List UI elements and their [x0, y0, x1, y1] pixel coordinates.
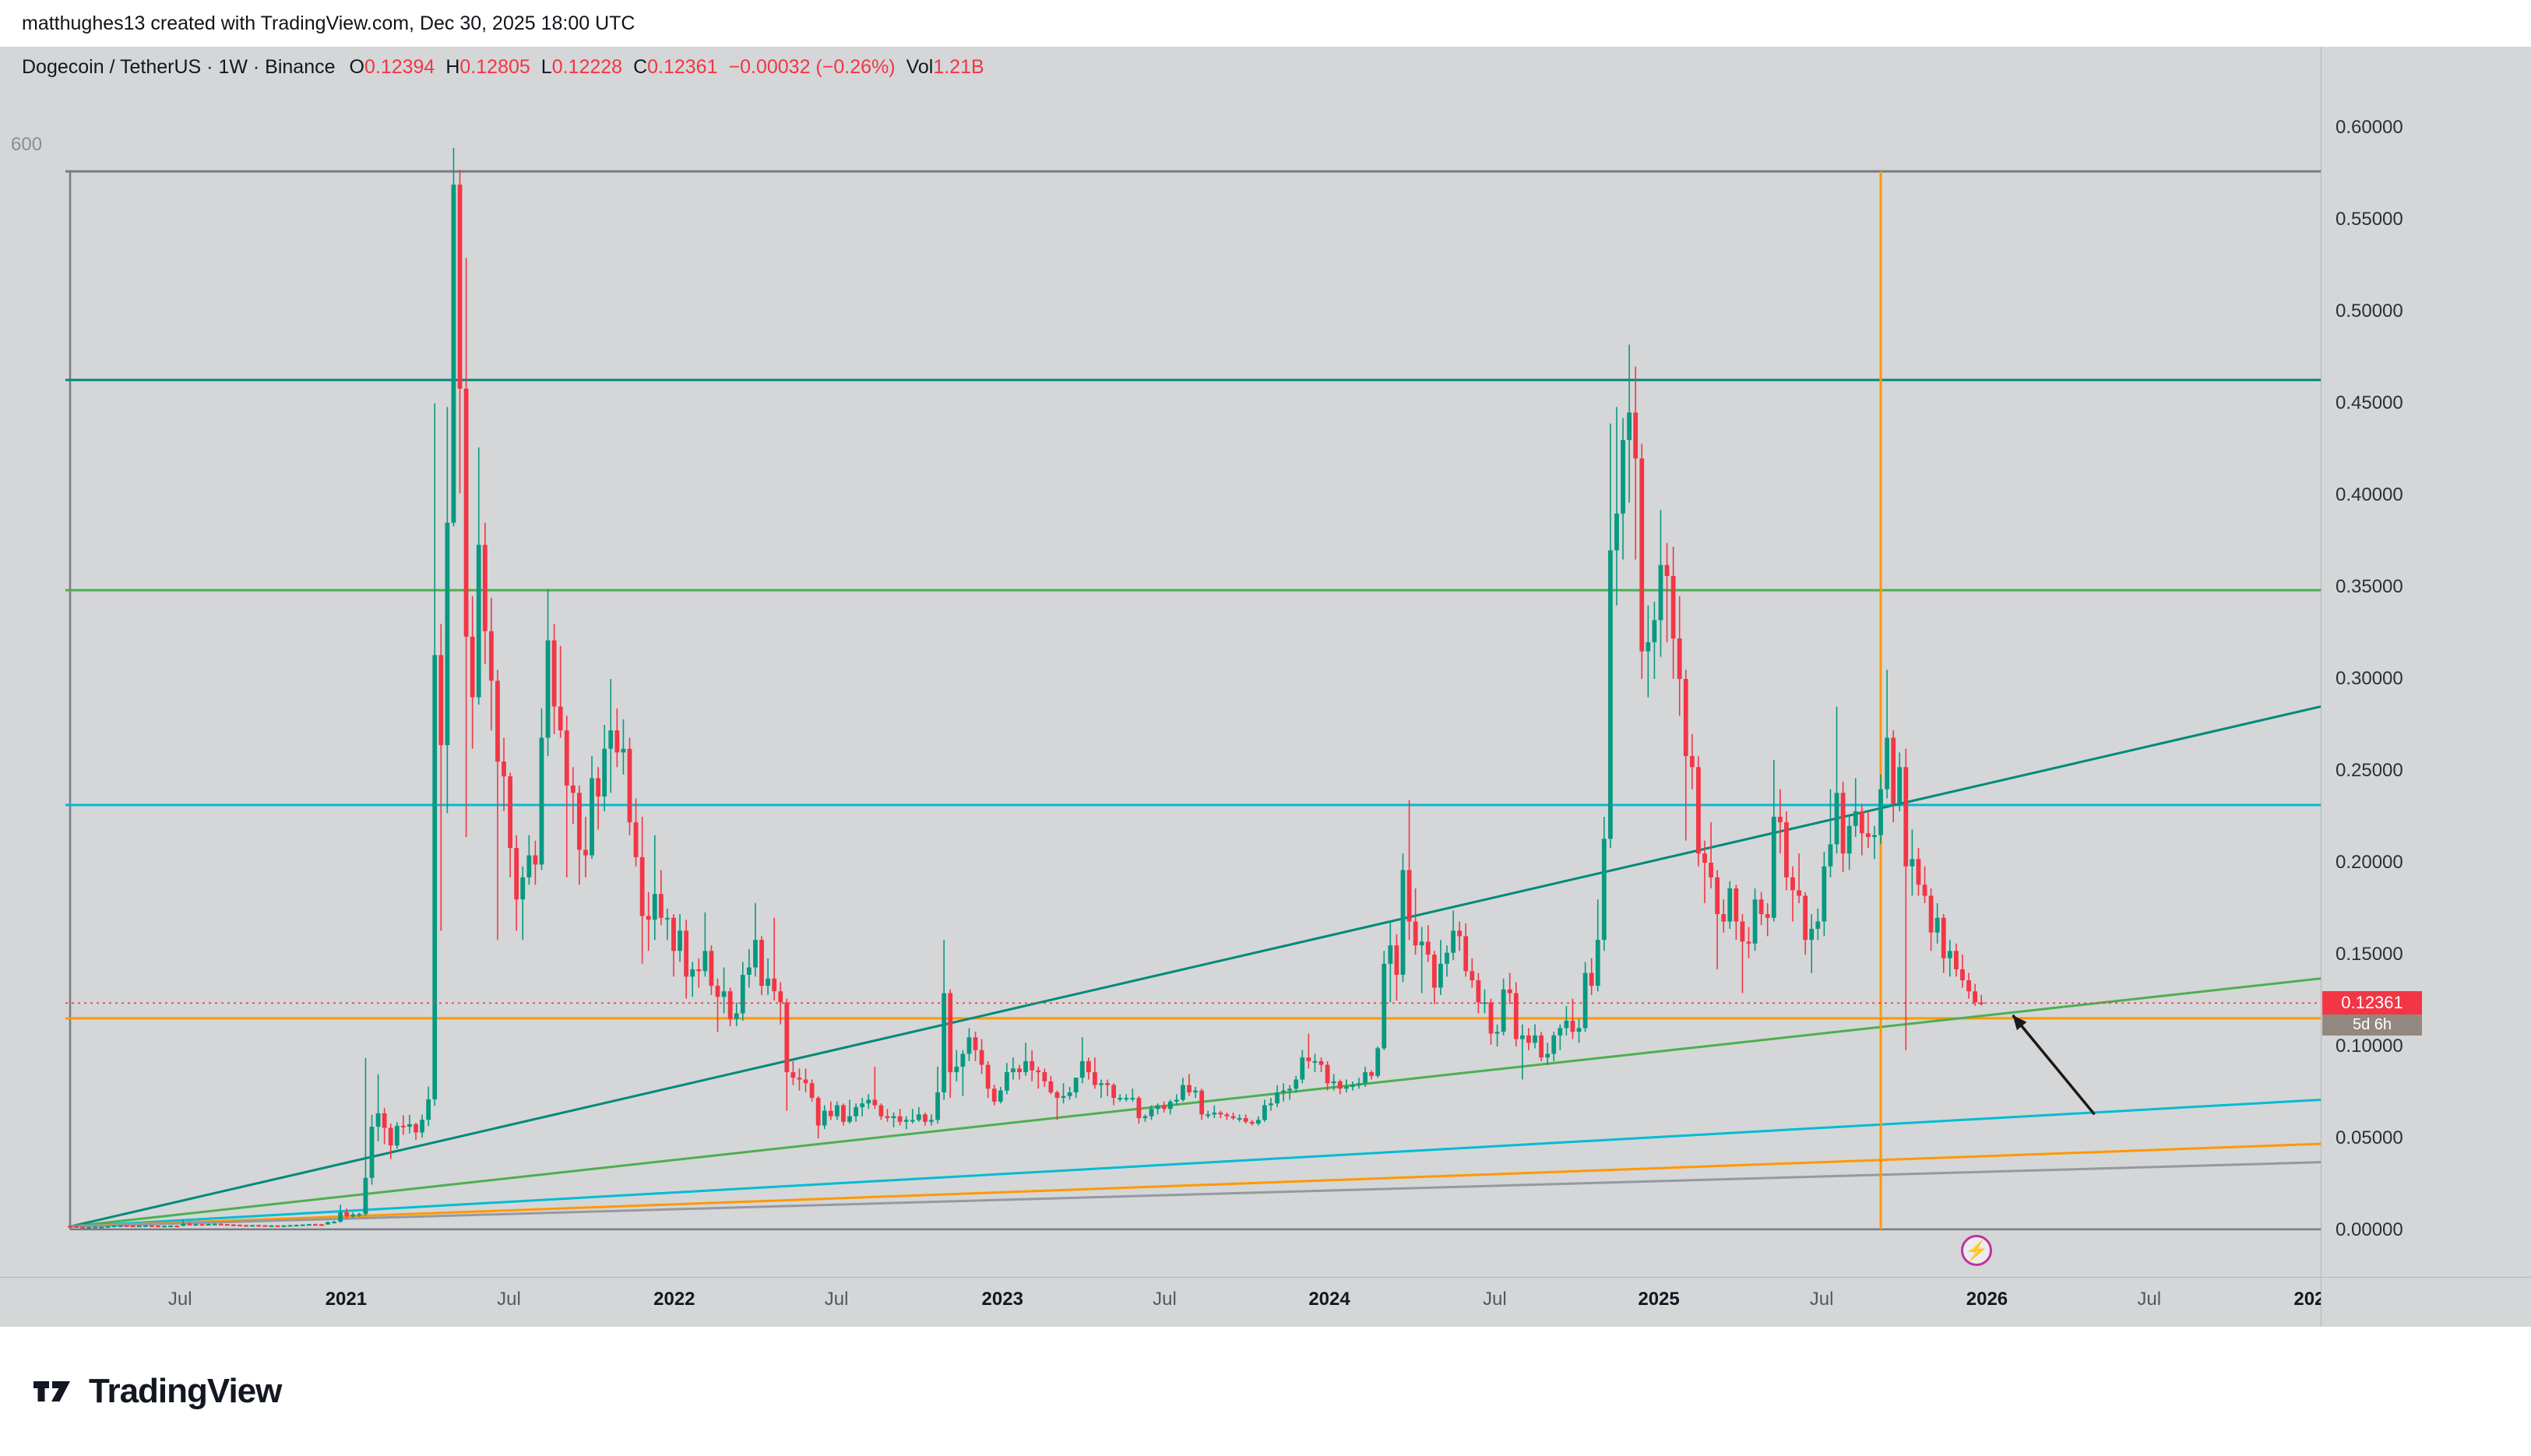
time-axis-label: 2024: [1308, 1289, 1350, 1310]
high-label: H: [445, 56, 460, 78]
ohlc-low: L0.12228: [541, 56, 622, 79]
time-axis-label: Jul: [167, 1289, 192, 1310]
time-axis-label: Jul: [824, 1289, 849, 1310]
price-axis-label: 0.40000: [2336, 484, 2403, 505]
tradingview-logo-icon[interactable]: [33, 1377, 73, 1405]
price-axis-label: 0.50000: [2336, 301, 2403, 322]
time-axis-label: 2023: [981, 1289, 1023, 1310]
brand-text[interactable]: TradingView: [89, 1372, 282, 1410]
ohlc-high: H0.12805: [445, 56, 530, 79]
price-axis-label: 0.15000: [2336, 944, 2403, 965]
time-axis[interactable]: Jul 2021 Jul 2022 Jul 2023 Jul 2024 Jul 2025 Jul 20…: [0, 1277, 2321, 1328]
price-axis-label: 0.00000: [2336, 1219, 2403, 1240]
price-axis-label: 0.05000: [2336, 1127, 2403, 1148]
open-value: 0.12394: [364, 56, 435, 78]
price-axis-label: 0.55000: [2336, 209, 2403, 230]
symbol-header: Dogecoin / TetherUS · 1W · Binance O0.12…: [22, 56, 995, 79]
price-axis-label: 0.35000: [2336, 576, 2403, 597]
high-value: 0.12805: [459, 56, 530, 78]
time-axis-label: 2022: [653, 1289, 695, 1310]
time-axis-label: Jul: [2137, 1289, 2162, 1310]
volume-label: Vol: [906, 56, 934, 78]
lightning-icon: ⚡: [1965, 1240, 1988, 1261]
countdown-value: 5d 6h: [2352, 1016, 2392, 1034]
countdown-badge: 5d 6h: [2322, 1015, 2422, 1036]
time-axis-label: Jul: [1153, 1289, 1177, 1310]
price-axis-label: 0.45000: [2336, 392, 2403, 413]
volume: Vol1.21B: [906, 56, 984, 79]
time-axis-label: 2026: [1966, 1289, 2008, 1310]
price-axis-label: 0.20000: [2336, 852, 2403, 873]
low-label: L: [540, 56, 552, 78]
time-axis-label: Jul: [1809, 1289, 1834, 1310]
time-axis-label: Jul: [497, 1289, 521, 1310]
symbol-title[interactable]: Dogecoin / TetherUS · 1W · Binance: [22, 56, 336, 78]
price-axis-label: 0.30000: [2336, 668, 2403, 689]
price-axis-label: 0.60000: [2336, 117, 2403, 138]
left-scale-label: 600: [11, 134, 43, 155]
price-label-value: 0.12361: [2341, 993, 2403, 1013]
price-axis-label: 0.25000: [2336, 760, 2403, 781]
time-axis-label: Jul: [1482, 1289, 1507, 1310]
price-label-badge: 0.12361: [2322, 991, 2422, 1015]
attribution-bar: matthughes13 created with TradingView.co…: [0, 0, 2531, 47]
close-label: C: [633, 56, 648, 78]
axis-corner: [2321, 1277, 2531, 1328]
ohlc-open: O0.12394: [350, 56, 435, 79]
footer-bar: TradingView: [0, 1327, 2531, 1456]
open-label: O: [349, 56, 364, 78]
close-value: 0.12361: [647, 56, 718, 78]
price-axis-label: 0.10000: [2336, 1036, 2403, 1057]
ohlc-close: C0.12361: [633, 56, 717, 79]
time-axis-label: 2021: [325, 1289, 368, 1310]
price-axis[interactable]: 0.60000 0.55000 0.50000 0.45000 0.40000 0.350…: [2321, 47, 2531, 1277]
time-axis-label: 2025: [1638, 1289, 1680, 1310]
low-value: 0.12228: [551, 56, 623, 78]
time-axis-label: 2027: [2293, 1289, 2321, 1310]
change-value: −0.00032 (−0.26%): [728, 56, 896, 78]
volume-value: 1.21B: [933, 56, 984, 78]
lightning-event-icon[interactable]: ⚡: [1961, 1235, 1992, 1266]
attribution-text: matthughes13 created with TradingView.co…: [22, 12, 635, 34]
